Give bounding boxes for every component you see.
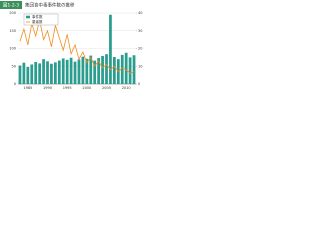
bar [53, 62, 57, 84]
y-tick-label: 0 [14, 82, 16, 86]
bar [34, 61, 38, 84]
bar [73, 61, 77, 84]
bar [46, 61, 49, 84]
y2-tick-label: 0 [138, 82, 140, 86]
bar [132, 55, 136, 84]
label-box [0, 1, 22, 9]
y2-tick-label: 30 [138, 29, 142, 33]
x-tick-label: 2000 [82, 86, 91, 90]
bar [69, 57, 73, 84]
bar [30, 64, 34, 84]
y-tick-label: 200 [9, 11, 16, 15]
bar [124, 52, 128, 84]
bar [26, 66, 30, 84]
x-tick-label: 2005 [102, 86, 111, 90]
bar [77, 59, 81, 84]
legend-label: 事件数 [32, 14, 43, 19]
y-tick-label: 50 [12, 64, 16, 68]
bar [61, 58, 65, 84]
x-tick-label: 1995 [63, 86, 72, 90]
legend-box [23, 13, 59, 26]
bar [109, 14, 112, 84]
figure-label: 図1-2-3 [3, 3, 19, 9]
bar [93, 60, 97, 84]
x-tick-label: 1990 [43, 86, 52, 90]
bar [101, 55, 104, 84]
bar [22, 62, 26, 84]
y2-tick-label: 10 [138, 64, 142, 68]
x-tick-label: 1985 [23, 86, 32, 90]
y-tick-label: 100 [9, 47, 16, 51]
chart-title: 集団食中毒事件数の推移 [25, 2, 75, 9]
legend-swatch [26, 15, 30, 19]
bar [120, 54, 124, 84]
bar [42, 59, 45, 84]
bar [38, 63, 42, 84]
bar [112, 57, 116, 84]
bar [81, 56, 85, 84]
bar [97, 58, 101, 84]
y-tick-label: 150 [9, 29, 16, 33]
y2-tick-label: 40 [138, 11, 142, 15]
bar [128, 57, 132, 84]
y2-tick-label: 20 [138, 47, 142, 51]
line [19, 20, 135, 74]
bar [105, 54, 108, 84]
bar [89, 55, 93, 84]
chart: 図1-2-3 集団食中毒事件数の推移 050100150200010203040… [0, 1, 142, 90]
bar [65, 59, 69, 84]
bar [85, 58, 89, 84]
legend-label: 患者数 [32, 19, 43, 24]
x-tick-label: 2010 [122, 86, 131, 90]
bar [18, 65, 22, 84]
bar [57, 60, 61, 84]
bar [50, 63, 53, 84]
